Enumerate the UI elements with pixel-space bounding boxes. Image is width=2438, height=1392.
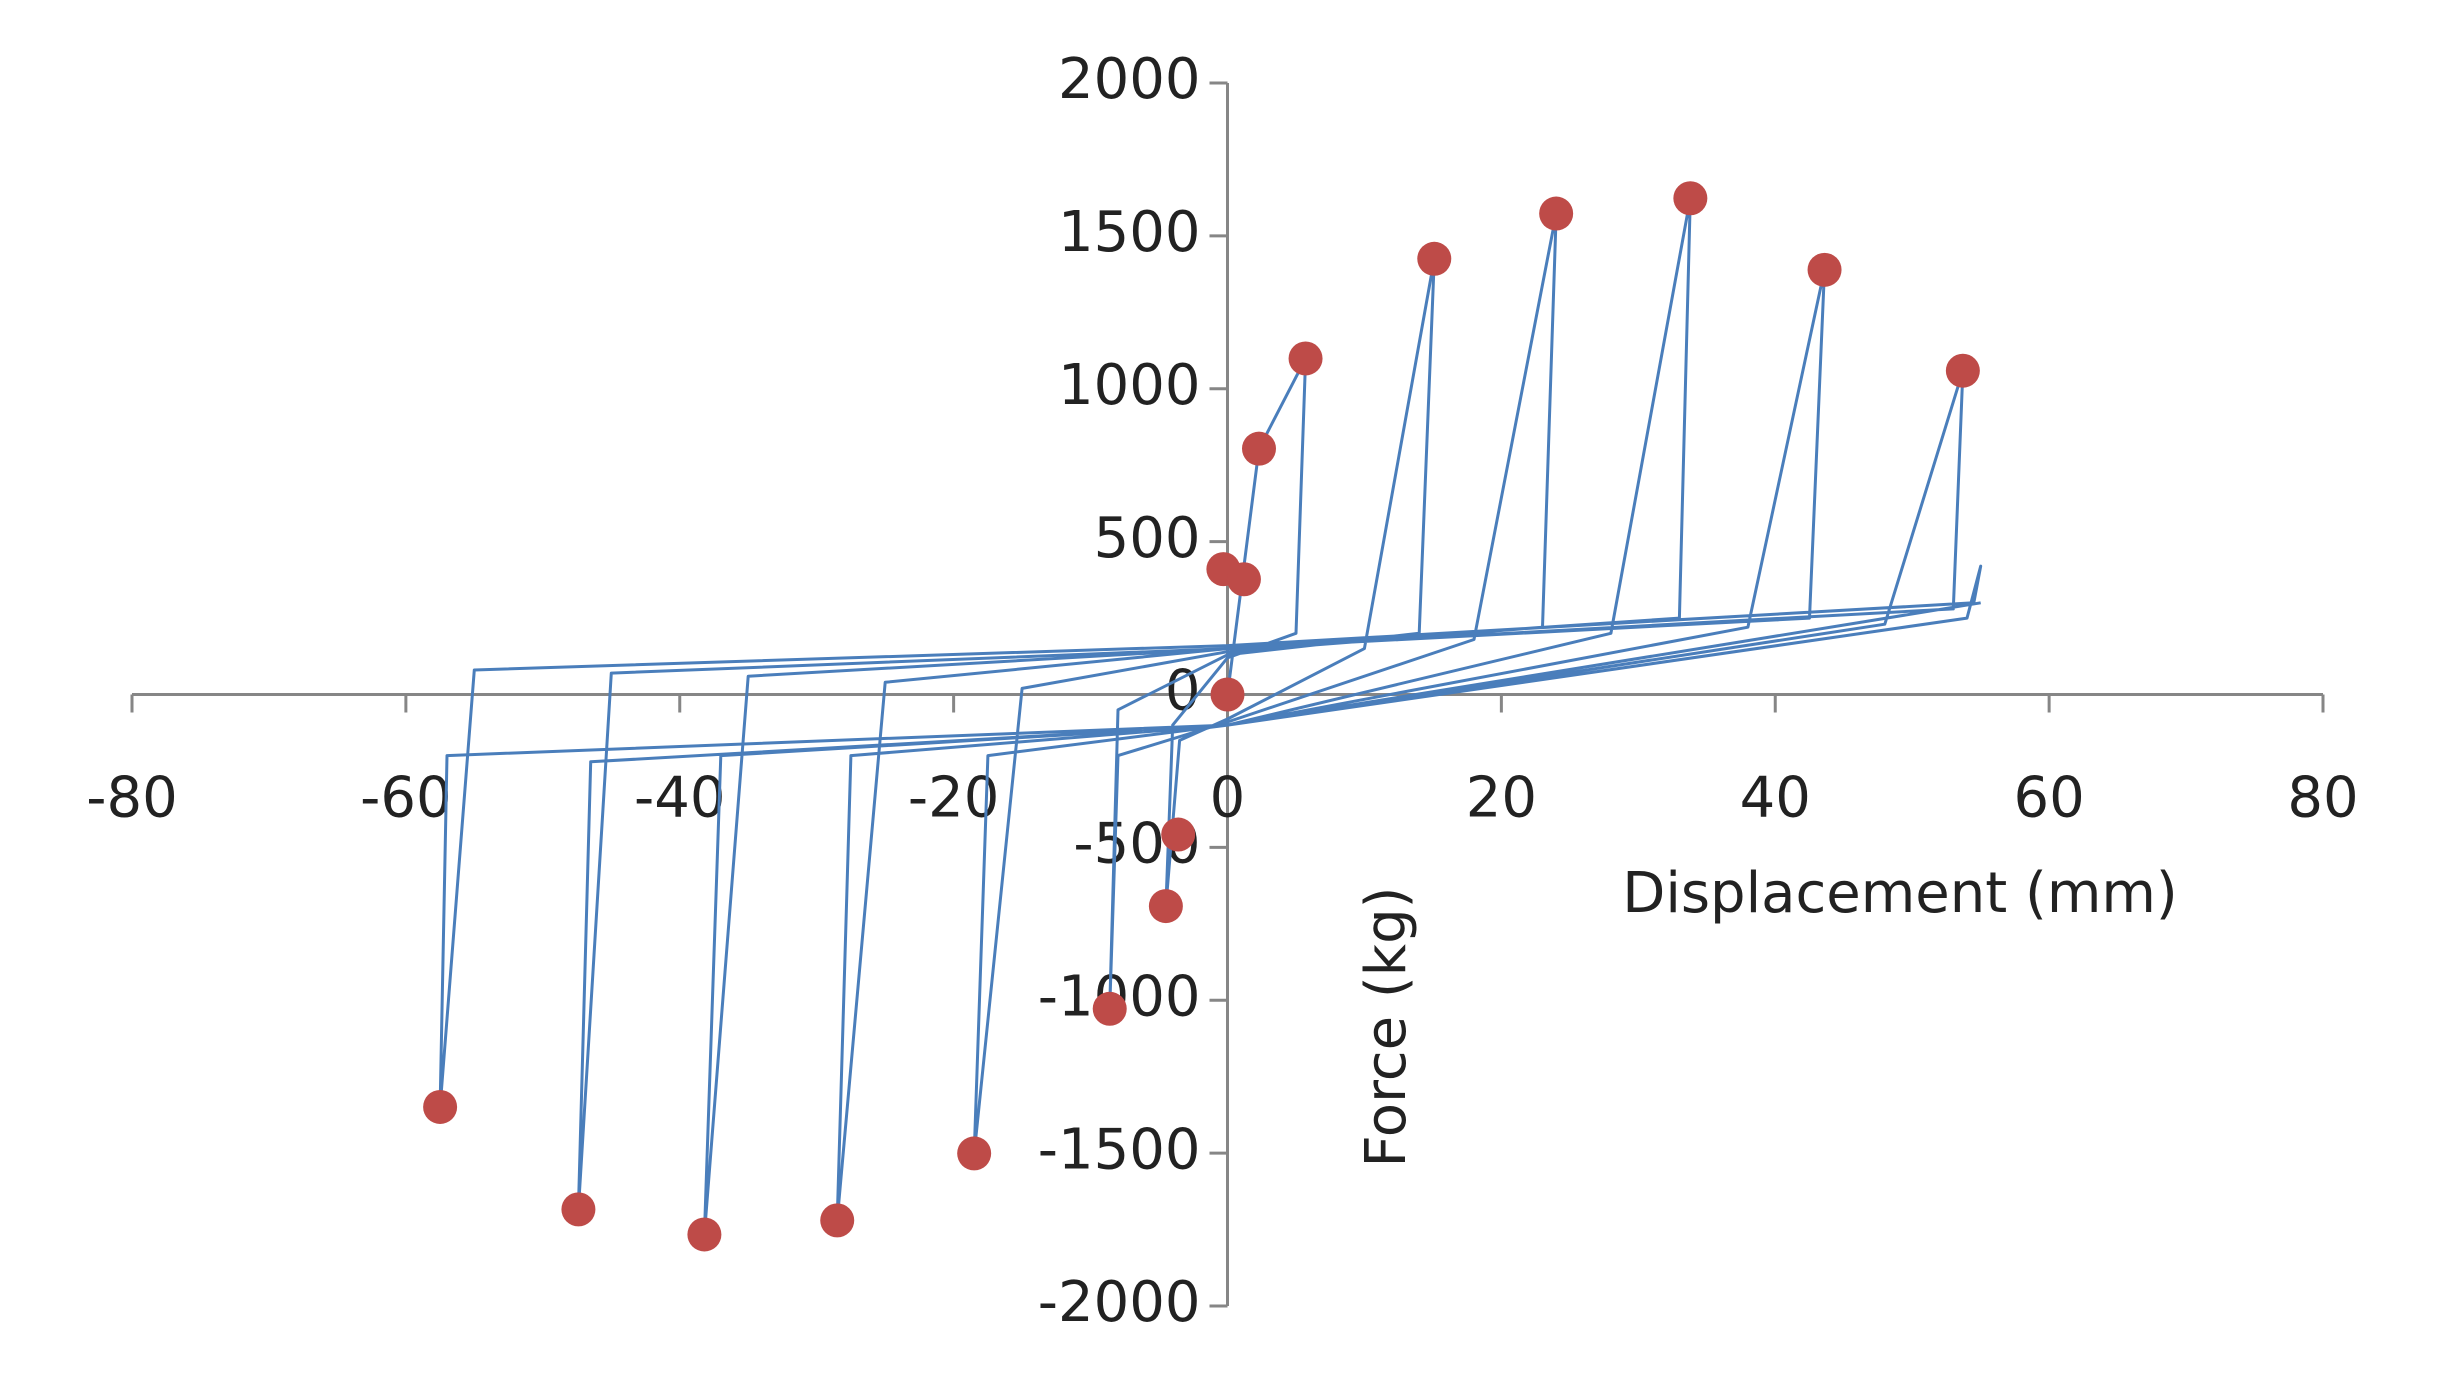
y-tick-label: -1500 bbox=[1038, 1117, 1201, 1182]
x-tick-label: -80 bbox=[86, 766, 177, 831]
x-tick-label: 80 bbox=[2287, 766, 2358, 831]
peak-point bbox=[1807, 252, 1842, 287]
peak-point bbox=[1417, 241, 1452, 276]
peak-point bbox=[1210, 677, 1245, 712]
y-tick-label: -2000 bbox=[1038, 1270, 1201, 1335]
y-tick-label: 1000 bbox=[1058, 353, 1201, 418]
peak-point bbox=[1945, 353, 1980, 388]
x-tick-label: 20 bbox=[1466, 766, 1537, 831]
peak-point bbox=[687, 1217, 722, 1252]
peak-point bbox=[1092, 991, 1127, 1026]
x-tick-label: -60 bbox=[360, 766, 451, 831]
peak-point bbox=[1148, 889, 1183, 924]
x-axis-title: Displacement (mm) bbox=[1622, 861, 2178, 926]
peak-point bbox=[1288, 341, 1323, 376]
y-tick-label: 1500 bbox=[1058, 200, 1201, 265]
x-tick-label: 60 bbox=[2013, 766, 2084, 831]
x-tick-label: 40 bbox=[1740, 766, 1811, 831]
peak-point bbox=[561, 1192, 596, 1227]
y-tick-label: 500 bbox=[1094, 506, 1201, 571]
peak-point bbox=[820, 1203, 855, 1238]
peak-point bbox=[1226, 562, 1261, 597]
peak-point bbox=[957, 1136, 992, 1171]
peak-point bbox=[423, 1089, 458, 1124]
peak-point bbox=[1673, 181, 1708, 216]
x-tick-label: 0 bbox=[1210, 766, 1246, 831]
hysteresis-curve bbox=[438, 196, 1983, 1236]
peak-point bbox=[1539, 196, 1574, 231]
x-tick-label: -40 bbox=[634, 766, 725, 831]
peak-point bbox=[1161, 817, 1196, 852]
x-tick-label: -20 bbox=[908, 766, 999, 831]
peak-point bbox=[1241, 431, 1276, 466]
y-tick-label: 2000 bbox=[1058, 47, 1201, 112]
y-axis-title: Force (kg) bbox=[1354, 887, 1419, 1168]
